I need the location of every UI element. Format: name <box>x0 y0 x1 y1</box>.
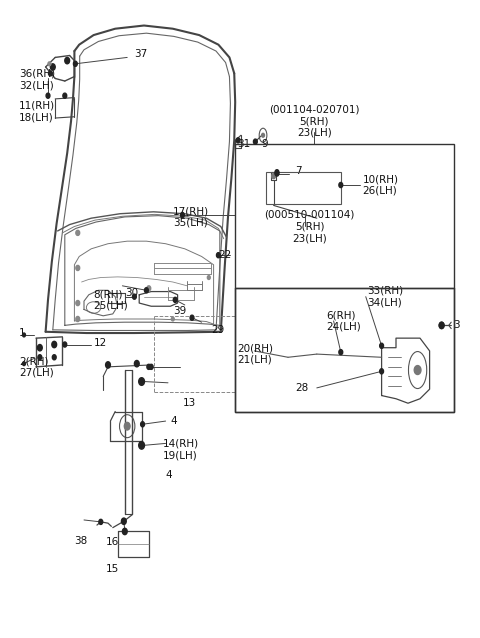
Text: 14(RH)
19(LH): 14(RH) 19(LH) <box>163 439 199 461</box>
Text: 12: 12 <box>94 338 107 348</box>
Text: 38: 38 <box>74 536 88 546</box>
Text: 11(RH)
18(LH): 11(RH) 18(LH) <box>19 101 55 122</box>
Circle shape <box>339 182 343 188</box>
Circle shape <box>207 276 210 279</box>
Circle shape <box>50 64 55 70</box>
Text: 16: 16 <box>106 537 119 547</box>
Circle shape <box>76 265 80 271</box>
Circle shape <box>134 360 139 367</box>
Text: 6(RH)
24(LH): 6(RH) 24(LH) <box>326 310 361 332</box>
Circle shape <box>139 441 144 449</box>
Text: 29: 29 <box>211 325 225 336</box>
Circle shape <box>76 300 80 306</box>
Circle shape <box>149 364 153 369</box>
Circle shape <box>23 362 25 366</box>
Circle shape <box>99 519 103 524</box>
Circle shape <box>23 333 25 337</box>
Circle shape <box>48 62 51 66</box>
Circle shape <box>52 341 57 348</box>
Circle shape <box>63 93 67 98</box>
Text: 22: 22 <box>218 250 232 260</box>
Circle shape <box>275 171 279 176</box>
Circle shape <box>190 315 194 320</box>
Text: (001104-020701)
5(RH)
23(LH): (001104-020701) 5(RH) 23(LH) <box>269 105 360 138</box>
Circle shape <box>122 528 127 535</box>
Text: 15: 15 <box>106 564 120 574</box>
Circle shape <box>216 253 220 258</box>
Circle shape <box>147 364 151 369</box>
Circle shape <box>147 286 151 291</box>
Text: 39: 39 <box>173 306 186 316</box>
Text: 9: 9 <box>262 138 268 149</box>
Circle shape <box>139 378 144 385</box>
Circle shape <box>275 170 279 175</box>
Circle shape <box>121 518 126 524</box>
Text: 10(RH)
26(LH): 10(RH) 26(LH) <box>362 174 398 196</box>
Text: (000510-001104)
5(RH)
23(LH): (000510-001104) 5(RH) 23(LH) <box>264 210 355 243</box>
Circle shape <box>144 288 148 293</box>
Text: 3: 3 <box>454 320 460 330</box>
Text: 4: 4 <box>170 416 177 426</box>
Text: 7: 7 <box>295 166 302 176</box>
Circle shape <box>106 362 110 368</box>
Circle shape <box>141 422 144 427</box>
Circle shape <box>262 133 264 137</box>
Bar <box>235 144 454 412</box>
Text: 1: 1 <box>19 328 26 338</box>
Text: 2(RH)
27(LH): 2(RH) 27(LH) <box>19 356 54 378</box>
Text: 13: 13 <box>182 398 196 408</box>
Circle shape <box>38 355 42 360</box>
Text: 33(RH)
34(LH): 33(RH) 34(LH) <box>367 286 403 308</box>
Text: 4: 4 <box>166 470 172 480</box>
Circle shape <box>63 342 67 347</box>
Text: 30: 30 <box>125 288 138 299</box>
Circle shape <box>380 343 384 348</box>
Bar <box>266 172 341 204</box>
Circle shape <box>173 297 177 302</box>
Text: 37: 37 <box>134 49 148 59</box>
Bar <box>235 288 454 412</box>
Circle shape <box>180 212 184 218</box>
Circle shape <box>439 322 444 329</box>
Text: 36(RH)
32(LH): 36(RH) 32(LH) <box>19 69 55 91</box>
Circle shape <box>439 322 444 329</box>
Circle shape <box>132 294 136 299</box>
Circle shape <box>52 355 56 360</box>
Text: 20(RH)
21(LH): 20(RH) 21(LH) <box>238 343 274 365</box>
Text: 31: 31 <box>238 138 251 149</box>
Circle shape <box>253 139 257 144</box>
Circle shape <box>76 230 80 235</box>
Circle shape <box>236 138 240 143</box>
Circle shape <box>124 422 130 430</box>
Text: 8(RH)
25(LH): 8(RH) 25(LH) <box>94 289 128 311</box>
Circle shape <box>46 93 50 98</box>
Circle shape <box>48 71 52 76</box>
Text: 28: 28 <box>295 383 309 393</box>
Circle shape <box>76 316 80 322</box>
Circle shape <box>37 345 42 351</box>
Circle shape <box>414 366 421 375</box>
Circle shape <box>65 57 70 64</box>
Circle shape <box>171 317 174 321</box>
Circle shape <box>73 61 77 66</box>
Circle shape <box>339 350 343 355</box>
Circle shape <box>380 369 384 374</box>
Circle shape <box>272 174 276 179</box>
Text: 17(RH)
35(LH): 17(RH) 35(LH) <box>173 206 209 228</box>
